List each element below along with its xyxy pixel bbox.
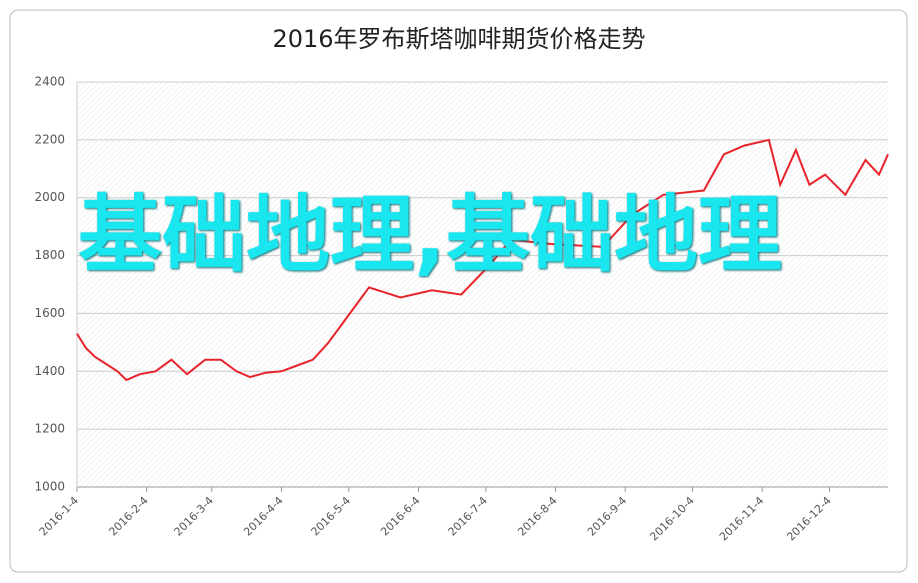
y-tick-label: 1400 [34,364,65,378]
y-tick-label: 1800 [34,248,65,262]
y-tick-label: 2400 [34,75,65,89]
y-tick-label: 2000 [34,190,65,204]
chart-title: 2016年罗布斯塔咖啡期货价格走势 [272,25,645,53]
overlay-text: 基础地理,基础地理 [78,186,782,284]
line-series [76,138,889,382]
y-tick-label: 2200 [34,132,65,146]
plot-area [77,82,888,487]
y-tick-label: 1600 [34,306,65,320]
y-tick-label: 1200 [34,422,65,436]
y-tick-label: 1000 [34,480,65,494]
